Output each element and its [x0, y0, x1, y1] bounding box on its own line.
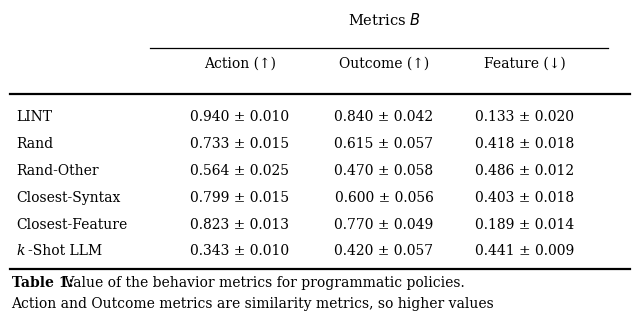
Text: 0.823 ± 0.013: 0.823 ± 0.013	[191, 218, 289, 232]
Text: Rand-Other: Rand-Other	[16, 164, 99, 178]
Text: k: k	[16, 245, 24, 258]
Text: 0.600 ± 0.056: 0.600 ± 0.056	[335, 191, 433, 205]
Text: 0.133 ± 0.020: 0.133 ± 0.020	[476, 110, 574, 124]
Text: 0.418 ± 0.018: 0.418 ± 0.018	[475, 137, 575, 151]
Text: 0.733 ± 0.015: 0.733 ± 0.015	[191, 137, 289, 151]
Text: 0.770 ± 0.049: 0.770 ± 0.049	[334, 218, 434, 232]
Text: LINT: LINT	[16, 110, 52, 124]
Text: 0.615 ± 0.057: 0.615 ± 0.057	[335, 137, 433, 151]
Text: 0.403 ± 0.018: 0.403 ± 0.018	[476, 191, 574, 205]
Text: 0.420 ± 0.057: 0.420 ± 0.057	[335, 245, 433, 258]
Text: 0.840 ± 0.042: 0.840 ± 0.042	[335, 110, 433, 124]
Text: Closest-Syntax: Closest-Syntax	[16, 191, 120, 205]
Text: 0.189 ± 0.014: 0.189 ± 0.014	[475, 218, 575, 232]
Text: Metrics $B$: Metrics $B$	[348, 12, 420, 28]
Text: 0.940 ± 0.010: 0.940 ± 0.010	[191, 110, 289, 124]
Text: Feature (↓): Feature (↓)	[484, 57, 566, 71]
Text: Value of the behavior metrics for programmatic policies.: Value of the behavior metrics for progra…	[60, 276, 464, 290]
Text: Action and Outcome metrics are similarity metrics, so higher values: Action and Outcome metrics are similarit…	[12, 297, 494, 311]
Text: 0.486 ± 0.012: 0.486 ± 0.012	[476, 164, 574, 178]
Text: Action (↑): Action (↑)	[204, 57, 276, 71]
Text: Outcome (↑): Outcome (↑)	[339, 57, 429, 71]
Text: Table 1:: Table 1:	[12, 276, 73, 290]
Text: Rand: Rand	[16, 137, 53, 151]
Text: 0.441 ± 0.009: 0.441 ± 0.009	[475, 245, 575, 258]
Text: 0.799 ± 0.015: 0.799 ± 0.015	[191, 191, 289, 205]
Text: 0.470 ± 0.058: 0.470 ± 0.058	[335, 164, 433, 178]
Text: Closest-Feature: Closest-Feature	[16, 218, 127, 232]
Text: -Shot LLM: -Shot LLM	[28, 245, 102, 258]
Text: 0.564 ± 0.025: 0.564 ± 0.025	[191, 164, 289, 178]
Text: 0.343 ± 0.010: 0.343 ± 0.010	[191, 245, 289, 258]
